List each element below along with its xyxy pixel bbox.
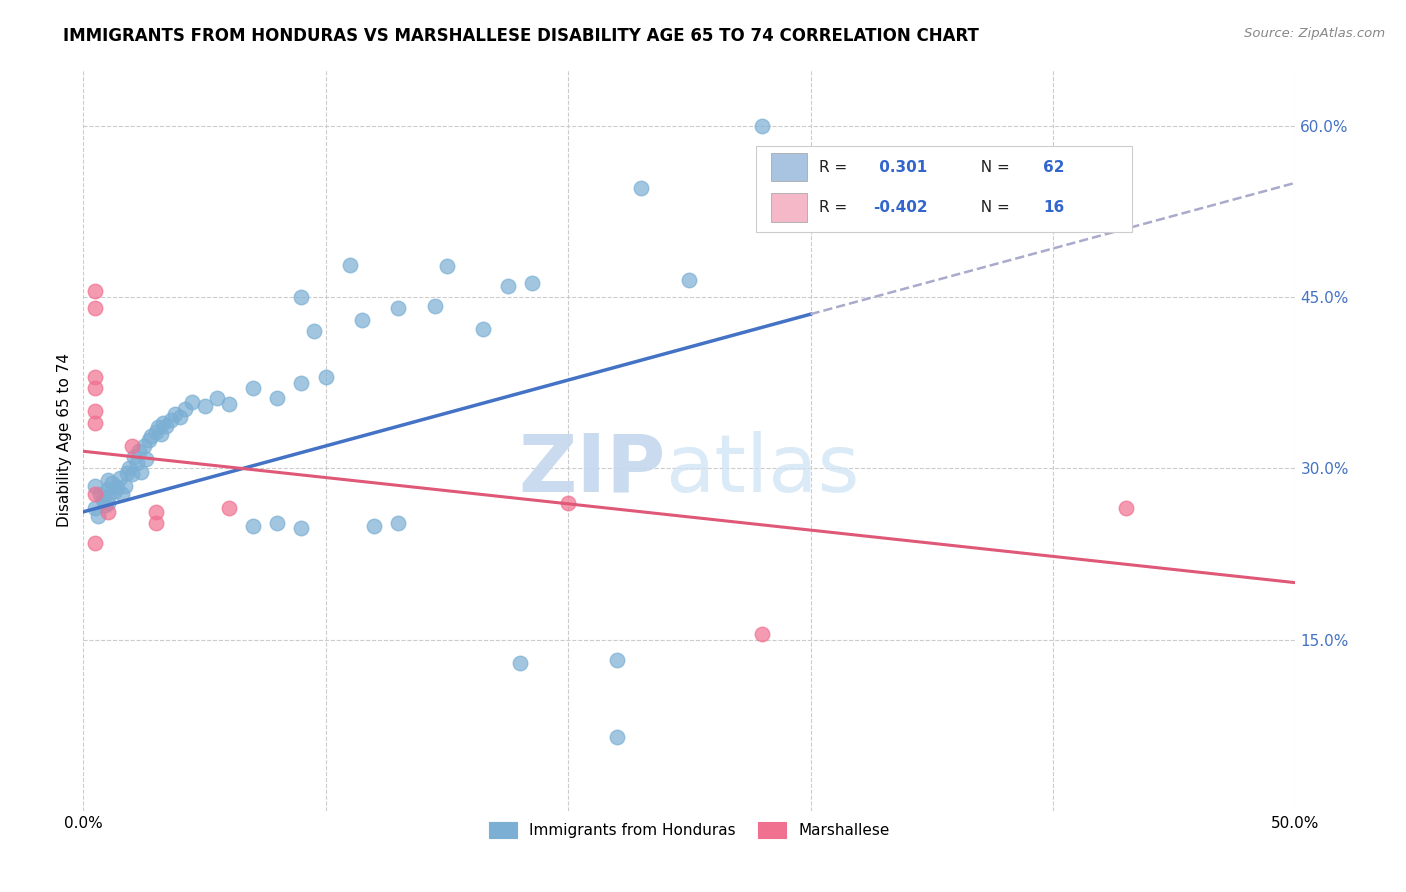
Text: R =: R = — [820, 200, 852, 215]
Point — [218, 397, 240, 411]
Point — [145, 505, 167, 519]
Point — [121, 467, 143, 482]
Point — [242, 381, 264, 395]
Point — [84, 535, 107, 549]
Point — [121, 439, 143, 453]
Point — [387, 301, 409, 316]
Point — [509, 656, 531, 670]
Point — [520, 277, 543, 291]
FancyBboxPatch shape — [770, 153, 807, 181]
Point — [363, 518, 385, 533]
Point — [96, 496, 118, 510]
Point — [436, 259, 458, 273]
Point — [84, 486, 107, 500]
Text: 0.301: 0.301 — [873, 160, 927, 175]
Point — [290, 376, 312, 390]
Text: R =: R = — [820, 160, 852, 175]
Point — [96, 473, 118, 487]
Text: 16: 16 — [1043, 200, 1064, 215]
Point — [122, 450, 145, 464]
Point — [94, 498, 117, 512]
FancyBboxPatch shape — [770, 194, 807, 221]
Point — [128, 444, 150, 458]
Point — [193, 399, 215, 413]
FancyBboxPatch shape — [756, 146, 1132, 232]
Point — [557, 496, 579, 510]
Point — [89, 486, 111, 500]
Point — [266, 516, 288, 531]
Point — [114, 478, 136, 492]
Point — [751, 627, 773, 641]
Point — [242, 518, 264, 533]
Text: Source: ZipAtlas.com: Source: ZipAtlas.com — [1244, 27, 1385, 40]
Text: 62: 62 — [1043, 160, 1064, 175]
Point — [84, 404, 107, 418]
Point — [218, 501, 240, 516]
Point — [159, 413, 181, 427]
Point — [290, 290, 312, 304]
Point — [290, 521, 312, 535]
Text: -0.402: -0.402 — [873, 200, 928, 215]
Point — [131, 465, 153, 479]
Point — [678, 273, 700, 287]
Point — [145, 425, 167, 439]
Point — [111, 486, 134, 500]
Point — [104, 484, 127, 499]
Point — [606, 653, 628, 667]
Y-axis label: Disability Age 65 to 74: Disability Age 65 to 74 — [58, 353, 72, 527]
Point — [423, 299, 446, 313]
Point — [472, 322, 495, 336]
Point — [630, 181, 652, 195]
Point — [266, 391, 288, 405]
Point — [96, 489, 118, 503]
Point — [84, 416, 107, 430]
Point — [141, 429, 163, 443]
Point — [606, 730, 628, 744]
Point — [96, 482, 118, 496]
Point — [149, 427, 172, 442]
Point — [125, 456, 148, 470]
Text: N =: N = — [970, 160, 1014, 175]
Legend: Immigrants from Honduras, Marshallese: Immigrants from Honduras, Marshallese — [484, 816, 896, 845]
Point — [339, 258, 361, 272]
Text: atlas: atlas — [665, 431, 859, 508]
Point — [84, 370, 107, 384]
Point — [87, 509, 110, 524]
Text: N =: N = — [970, 200, 1014, 215]
Point — [105, 480, 128, 494]
Point — [135, 452, 157, 467]
Point — [108, 470, 131, 484]
Point — [302, 324, 325, 338]
Point — [148, 420, 170, 434]
Point — [174, 402, 197, 417]
Point — [91, 493, 114, 508]
Point — [181, 395, 204, 409]
Point — [101, 476, 124, 491]
Text: ZIP: ZIP — [517, 431, 665, 508]
Point — [84, 301, 107, 316]
Point — [496, 278, 519, 293]
Point — [155, 419, 177, 434]
Point — [96, 505, 118, 519]
Point — [84, 478, 107, 492]
Point — [115, 466, 138, 480]
Point — [387, 516, 409, 531]
Point — [84, 285, 107, 299]
Point — [132, 439, 155, 453]
Point — [152, 416, 174, 430]
Point — [165, 407, 187, 421]
Point — [84, 381, 107, 395]
Point — [352, 313, 374, 327]
Point — [169, 409, 191, 424]
Point — [1115, 501, 1137, 516]
Point — [315, 370, 337, 384]
Point — [118, 461, 141, 475]
Point — [138, 433, 160, 447]
Point — [145, 516, 167, 531]
Point — [84, 501, 107, 516]
Point — [751, 119, 773, 133]
Point — [205, 391, 228, 405]
Text: IMMIGRANTS FROM HONDURAS VS MARSHALLESE DISABILITY AGE 65 TO 74 CORRELATION CHAR: IMMIGRANTS FROM HONDURAS VS MARSHALLESE … — [63, 27, 979, 45]
